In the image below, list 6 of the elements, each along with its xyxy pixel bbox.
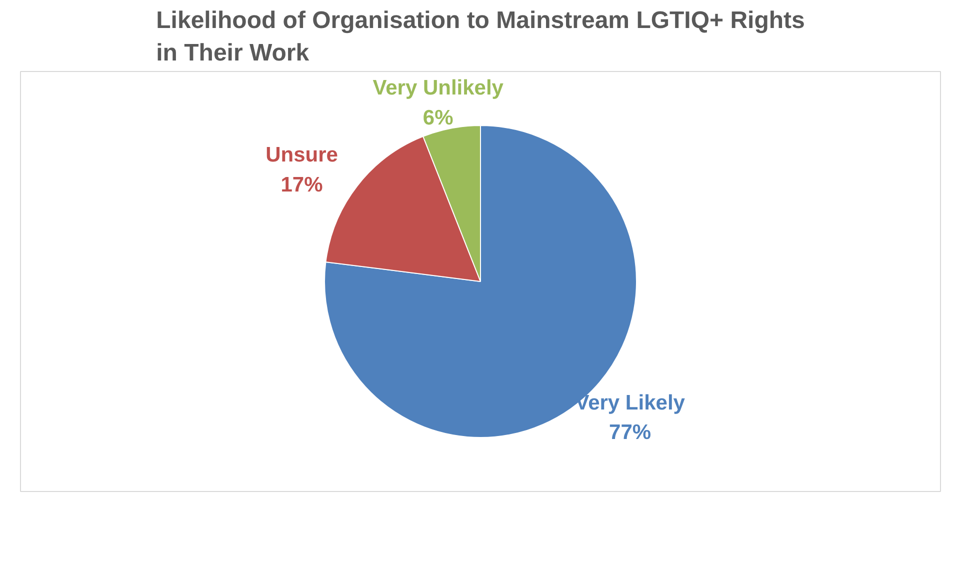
chart-title: Likelihood of Organisation to Mainstream LGTIQ+ Rights in Their Work xyxy=(156,7,805,66)
data-label: 77% xyxy=(609,421,652,444)
slice-label: Unsure xyxy=(266,144,338,167)
slice-label: Very Unlikely xyxy=(372,76,504,100)
data-label: 17% xyxy=(280,174,324,197)
data-label: 6% xyxy=(422,106,454,130)
